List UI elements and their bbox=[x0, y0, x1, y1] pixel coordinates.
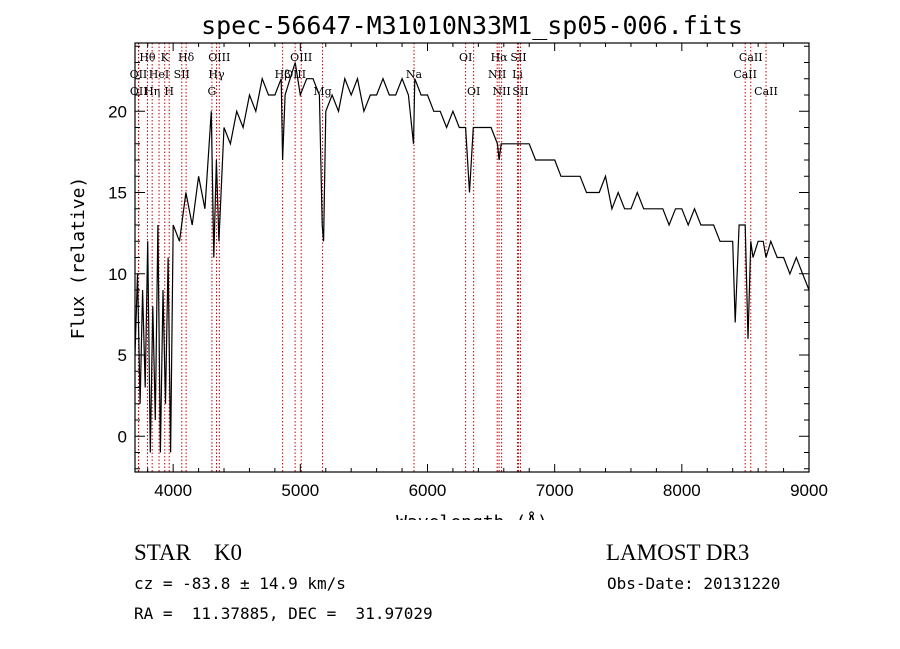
x-tick-label: 9000 bbox=[790, 481, 828, 500]
coordinates: RA = 11.37885, DEC = 31.97029 bbox=[134, 604, 433, 623]
spectral-line-label: Hδ bbox=[178, 51, 195, 64]
object-class: STAR K0 bbox=[134, 540, 243, 565]
x-tick-label: 6000 bbox=[409, 481, 447, 500]
spectral-line-label: OII bbox=[130, 85, 148, 98]
spectral-line-label: SII bbox=[512, 85, 528, 98]
y-tick-label: 20 bbox=[108, 102, 127, 121]
x-tick-label: 8000 bbox=[663, 481, 701, 500]
spectral-line-label: OI bbox=[467, 85, 480, 98]
y-tick-label: 15 bbox=[108, 184, 127, 203]
observation-date: Obs-Date: 20131220 bbox=[607, 574, 781, 593]
spectral-line-label: OIII bbox=[284, 68, 306, 81]
spectral-line-label: Na bbox=[406, 68, 423, 81]
survey-name: LAMOST DR3 bbox=[606, 540, 750, 565]
spectral-line-label: Hα bbox=[491, 51, 509, 64]
spectral-line-label: Hβ bbox=[275, 68, 291, 81]
spectral-line-label: Hη bbox=[144, 85, 160, 98]
spectral-line-label: OII bbox=[130, 68, 148, 81]
spectral-line-label: OIII bbox=[290, 51, 312, 64]
flux-series-line bbox=[135, 62, 809, 453]
y-tick-label: 10 bbox=[108, 265, 127, 284]
y-axis-label: Flux (relative) bbox=[68, 177, 89, 340]
x-tick-label: 5000 bbox=[281, 481, 319, 500]
spectral-line-label: NII bbox=[488, 68, 506, 81]
spectral-line-label: Hθ bbox=[139, 51, 156, 64]
plot-frame bbox=[134, 42, 810, 473]
chart-title: spec-56647-M31010N33M1_sp05-006.fits bbox=[201, 11, 743, 40]
spectral-line-label: SII bbox=[174, 68, 190, 81]
y-tick-label: 5 bbox=[118, 346, 127, 365]
y-tick-label: 0 bbox=[118, 427, 127, 446]
spectral-line-label: OIII bbox=[208, 51, 230, 64]
spectral-line-label: Li bbox=[512, 68, 523, 81]
spectral-line-label: CaII bbox=[754, 85, 778, 98]
spectral-line-label: Hγ bbox=[208, 68, 225, 81]
spectral-line-label: K bbox=[161, 51, 170, 64]
x-tick-label: 7000 bbox=[536, 481, 574, 500]
spectral-line-label: NII bbox=[492, 85, 510, 98]
spectral-line-label: OI bbox=[459, 51, 472, 64]
redshift-velocity: cz = -83.8 ± 14.9 km/s bbox=[134, 574, 346, 593]
x-axis-label: Wavelength (Å) bbox=[396, 511, 548, 520]
x-tick-label: 4000 bbox=[154, 481, 192, 500]
spectral-line-label: Mg bbox=[313, 85, 331, 98]
spectral-line-label: CaII bbox=[739, 51, 763, 64]
spectral-line-label: H bbox=[164, 85, 174, 98]
spectral-line-label: HeI bbox=[149, 68, 169, 81]
spectral-line-label: SII bbox=[510, 51, 526, 64]
spectrum-chart: spec-56647-M31010N33M1_sp05-006.fits Hθ O… bbox=[68, 11, 828, 520]
spectral-line-label: CaII bbox=[733, 68, 757, 81]
spectral-line-label: G bbox=[208, 85, 217, 98]
